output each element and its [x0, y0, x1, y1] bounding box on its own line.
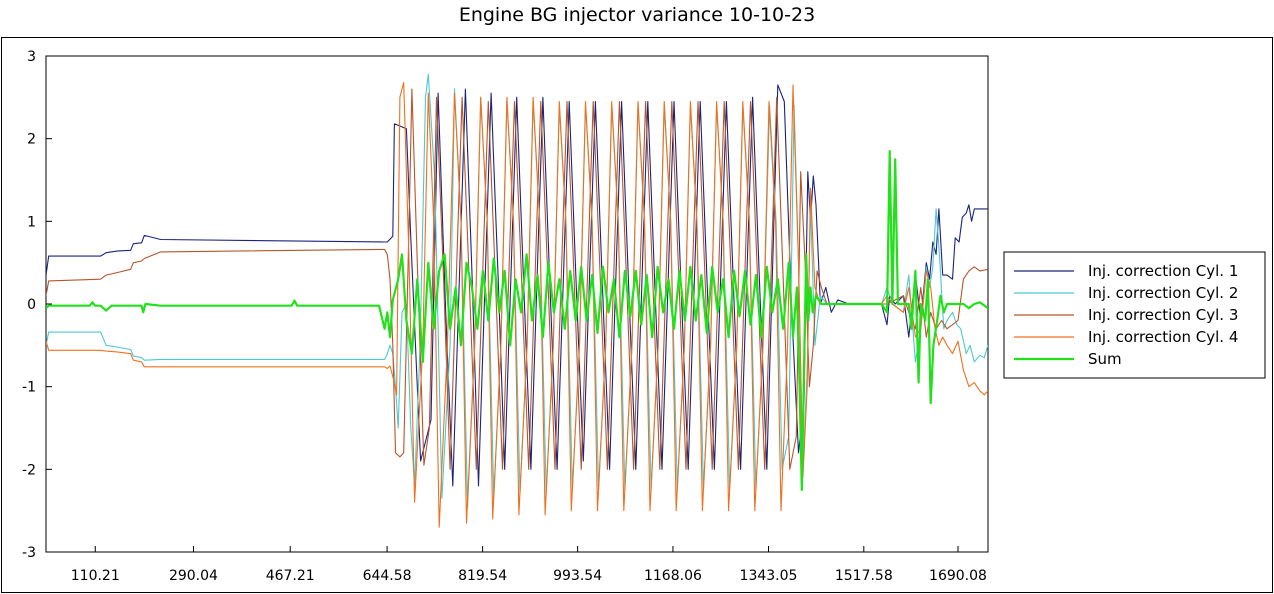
x-tick-label: 819.54 — [458, 568, 507, 584]
legend: Inj. correction Cyl. 1 Inj. correction Cy… — [1003, 251, 1266, 379]
legend-label: Inj. correction Cyl. 3 — [1088, 306, 1238, 324]
x-tick-label: 467.21 — [266, 568, 315, 584]
x-tick-label: 1168.06 — [644, 568, 702, 584]
y-tick-label: 1 — [27, 214, 36, 230]
figure-frame — [1, 37, 1273, 593]
y-tick-label: 2 — [27, 132, 36, 148]
x-tick-label: 110.21 — [71, 568, 120, 584]
y-tick-label: 0 — [27, 297, 36, 313]
series-line-5 — [46, 150, 988, 492]
y-tick-label: -2 — [22, 462, 36, 478]
x-tick-label: 290.04 — [169, 568, 218, 584]
y-tick-label: 3 — [27, 49, 36, 65]
legend-label: Sum — [1088, 350, 1122, 368]
x-tick-label: 1343.05 — [740, 568, 798, 584]
y-tick-label: -1 — [22, 380, 36, 396]
legend-label: Inj. correction Cyl. 1 — [1088, 262, 1238, 280]
legend-label: Inj. correction Cyl. 2 — [1088, 284, 1238, 302]
y-tick-label: -3 — [22, 545, 36, 561]
x-tick-label: 993.54 — [553, 568, 602, 584]
x-tick-label: 1517.58 — [835, 568, 893, 584]
legend-label: Inj. correction Cyl. 4 — [1088, 328, 1238, 346]
x-tick-label: 1690.08 — [929, 568, 987, 584]
chart-title: Engine BG injector variance 10-10-23 — [459, 4, 815, 26]
plot-area: -3 -2 -1 0 1 2 3 110.21 290.04 467.21 644.58 819.54… — [22, 49, 989, 584]
x-tick-label: 644.58 — [363, 568, 412, 584]
